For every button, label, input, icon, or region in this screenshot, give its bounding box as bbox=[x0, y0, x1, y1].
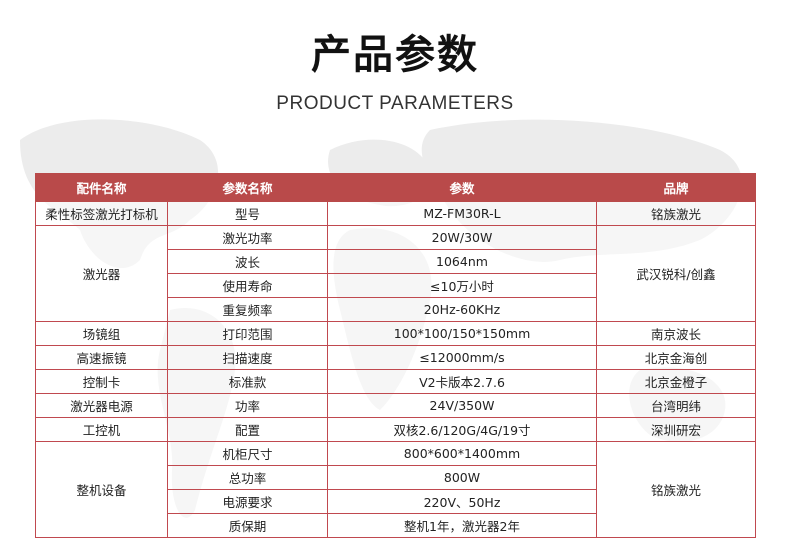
param-name-cell: 扫描速度 bbox=[167, 345, 328, 370]
table-row: 使用寿命 ≤10万小时 bbox=[36, 273, 756, 298]
param-name-cell: 电源要求 bbox=[167, 489, 328, 514]
param-name-cell: 标准款 bbox=[167, 369, 328, 394]
table-row: 电源要求 220V、50Hz bbox=[36, 489, 756, 514]
page-title: 产品参数 bbox=[311, 32, 479, 78]
brand-cell: 南京波长 bbox=[596, 321, 756, 346]
page-subtitle: PRODUCT PARAMETERS bbox=[276, 93, 514, 114]
part-name-cell: 高速振镜 bbox=[35, 345, 168, 370]
param-value-cell: V2卡版本2.7.6 bbox=[327, 369, 597, 394]
table-row: 场镜组 打印范围 100*100/150*150mm 南京波长 bbox=[35, 321, 756, 346]
param-value-cell: 800*600*1400mm bbox=[327, 441, 597, 466]
brand-cell: 武汉锐科/创鑫 bbox=[596, 225, 756, 322]
table-row: 重复频率 20Hz-60KHz bbox=[36, 297, 756, 322]
table-row: 整机设备 机柜尺寸 800*600*1400mm 铭族激光 bbox=[35, 441, 756, 538]
column-header: 参数名称 bbox=[167, 173, 328, 202]
table-row: 总功率 800W bbox=[36, 465, 756, 490]
param-value-cell: 20Hz-60KHz bbox=[327, 297, 597, 322]
column-header: 参数 bbox=[327, 173, 597, 202]
brand-cell: 北京金海创 bbox=[596, 345, 756, 370]
table-row: 激光器电源 功率 24V/350W 台湾明纬 bbox=[35, 393, 756, 418]
table-row: 工控机 配置 双核2.6/120G/4G/19寸 深圳研宏 bbox=[35, 417, 756, 442]
table-row: 质保期 整机1年，激光器2年 bbox=[36, 513, 756, 538]
table-row: 柔性标签激光打标机 型号 MZ-FM30R-L 铭族激光 bbox=[35, 201, 756, 226]
part-name-cell: 整机设备 bbox=[35, 441, 168, 538]
header-row: 配件名称 参数名称 参数 品牌 bbox=[35, 173, 756, 202]
param-value-cell: 800W bbox=[327, 465, 597, 490]
param-name-cell: 激光功率 bbox=[167, 225, 328, 250]
param-value-cell: ≤10万小时 bbox=[327, 273, 597, 298]
part-name-cell: 柔性标签激光打标机 bbox=[35, 201, 168, 226]
param-value-cell: 1064nm bbox=[327, 249, 597, 274]
param-name-cell: 使用寿命 bbox=[167, 273, 328, 298]
param-value-cell: 100*100/150*150mm bbox=[327, 321, 597, 346]
product-parameters-table: 配件名称 参数名称 参数 品牌 柔性标签激光打标机 型号 MZ-FM30R-L 铭族激光 激光… bbox=[35, 173, 756, 538]
column-header: 配件名称 bbox=[35, 173, 168, 202]
table-row: 激光器 激光功率 20W/30W 武汉锐科/创鑫 bbox=[35, 225, 756, 322]
brand-cell: 北京金橙子 bbox=[596, 369, 756, 394]
param-value-cell: 整机1年，激光器2年 bbox=[327, 513, 597, 538]
param-value-cell: 24V/350W bbox=[327, 393, 597, 418]
part-name-cell: 控制卡 bbox=[35, 369, 168, 394]
param-name-cell: 质保期 bbox=[167, 513, 328, 538]
param-name-cell: 型号 bbox=[167, 201, 328, 226]
brand-cell: 铭族激光 bbox=[596, 441, 756, 538]
param-value-cell: 双核2.6/120G/4G/19寸 bbox=[327, 417, 597, 442]
table-row: 控制卡 标准款 V2卡版本2.7.6 北京金橙子 bbox=[35, 369, 756, 394]
brand-cell: 铭族激光 bbox=[596, 201, 756, 226]
param-name-cell: 重复频率 bbox=[167, 297, 328, 322]
table-row: 波长 1064nm bbox=[36, 249, 756, 274]
param-name-cell: 波长 bbox=[167, 249, 328, 274]
param-value-cell: 220V、50Hz bbox=[327, 489, 597, 514]
brand-cell: 深圳研宏 bbox=[596, 417, 756, 442]
table-body: 柔性标签激光打标机 型号 MZ-FM30R-L 铭族激光 激光器 激光功率 20W/30W 武… bbox=[35, 201, 756, 538]
param-name-cell: 配置 bbox=[167, 417, 328, 442]
param-name-cell: 打印范围 bbox=[167, 321, 328, 346]
part-name-cell: 激光器 bbox=[35, 225, 168, 322]
param-value-cell: MZ-FM30R-L bbox=[327, 201, 597, 226]
part-name-cell: 工控机 bbox=[35, 417, 168, 442]
brand-cell: 台湾明纬 bbox=[596, 393, 756, 418]
param-value-cell: 20W/30W bbox=[327, 225, 597, 250]
part-name-cell: 场镜组 bbox=[35, 321, 168, 346]
param-name-cell: 机柜尺寸 bbox=[167, 441, 328, 466]
param-name-cell: 总功率 bbox=[167, 465, 328, 490]
param-value-cell: ≤12000mm/s bbox=[327, 345, 597, 370]
table-row: 高速振镜 扫描速度 ≤12000mm/s 北京金海创 bbox=[35, 345, 756, 370]
param-name-cell: 功率 bbox=[167, 393, 328, 418]
column-header: 品牌 bbox=[596, 173, 756, 202]
part-name-cell: 激光器电源 bbox=[35, 393, 168, 418]
